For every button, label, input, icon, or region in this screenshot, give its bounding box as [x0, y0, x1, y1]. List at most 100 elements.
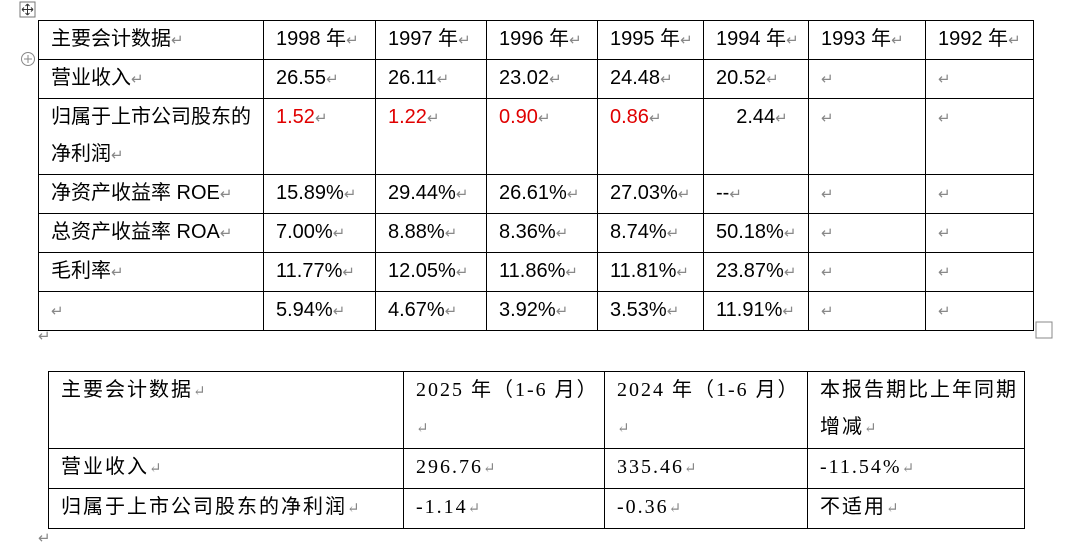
paragraph-mark [775, 106, 788, 128]
cell-text: 11.81% [610, 260, 677, 282]
table-cell [38, 291, 264, 331]
paragraph-mark [51, 299, 64, 321]
paragraph-mark [669, 496, 682, 518]
table-cell: 26.11 [375, 59, 487, 99]
paragraph-mark [427, 106, 440, 128]
cell-text: 11.77% [276, 260, 343, 282]
cell-text: 11.91% [716, 299, 783, 321]
paragraph-mark [347, 496, 360, 518]
table-resize-handle[interactable] [1035, 321, 1053, 339]
table-cell: 11.91% [703, 291, 809, 331]
table-cell [808, 59, 926, 99]
header-cell: 本报告期比上年同期增减 [807, 371, 1025, 449]
paragraph-mark [567, 182, 580, 204]
paragraph-mark [938, 106, 951, 128]
table-move-handle[interactable] [19, 1, 37, 19]
cell-text: 主要会计数据 [61, 379, 193, 401]
table-row: 5.94% 4.67% 3.92% 3.53% 11.91% [38, 291, 1034, 331]
table-cell [925, 98, 1034, 175]
cell-text: 26.61% [499, 182, 567, 204]
paragraph-mark [678, 182, 691, 204]
table-cell: 20.52 [703, 59, 809, 99]
cell-text: -0.36 [617, 496, 669, 518]
cell-text: 50.18% [716, 221, 784, 243]
paragraph-mark [667, 299, 680, 321]
paragraph-mark [171, 28, 184, 50]
table-cell: 1.52 [263, 98, 376, 175]
row-insert-handle[interactable] [20, 51, 36, 67]
cell-text: 主要会计数据 [51, 28, 171, 50]
paragraph-mark [445, 221, 458, 243]
table-cell: 296.76 [403, 448, 605, 489]
cell-text: 0.90 [499, 106, 538, 128]
table-cell: 29.44% [375, 174, 487, 214]
table-cell: -1.14 [403, 488, 605, 529]
cell-text: 4.67% [388, 299, 445, 321]
table-cell: 335.46 [604, 448, 808, 489]
paragraph-mark [784, 260, 797, 282]
table-cell [925, 174, 1034, 214]
header-cell: 主要会计数据 [48, 371, 404, 449]
header-cell: 2025 年（1-6 月） [403, 371, 605, 449]
cell-text: -1.14 [416, 496, 468, 518]
cell-text: 296.76 [416, 456, 483, 478]
table-cell [808, 213, 926, 253]
table-row: 营业收入 296.76 335.46 -11.54% [48, 448, 1025, 489]
table-cell: 毛利率 [38, 252, 264, 292]
cell-text: 营业收入 [61, 456, 149, 478]
cell-text: 2025 年（1-6 月） [416, 379, 599, 401]
paragraph-mark [416, 416, 429, 438]
table-cell: 5.94% [263, 291, 376, 331]
cell-text: 1998 年 [276, 28, 347, 50]
table-cell: 净资产收益率 ROE [38, 174, 264, 214]
header-cell: 2024 年（1-6 月） [604, 371, 808, 449]
table-cell: 1.22 [375, 98, 487, 175]
table-cell: 营业收入 [48, 448, 404, 489]
cell-text: 净资产收益率 ROE [51, 182, 220, 204]
paragraph-mark [556, 299, 569, 321]
cell-text: 归属于上市公司股东的净利润 [51, 106, 251, 165]
paragraph-mark [938, 260, 951, 282]
cell-text: 1996 年 [499, 28, 570, 50]
paragraph-mark [549, 67, 562, 89]
paragraph-mark [676, 260, 689, 282]
cell-text: -11.54% [820, 456, 902, 478]
table-cell [808, 174, 926, 214]
cell-text: 12.05% [388, 260, 456, 282]
paragraph-mark [38, 529, 51, 548]
table-cell [808, 252, 926, 292]
cell-text: 3.53% [610, 299, 667, 321]
cell-text: 15.89% [276, 182, 344, 204]
cell-text: 8.88% [388, 221, 445, 243]
table-cell: 8.36% [486, 213, 598, 253]
table-cell: 2.44 [703, 98, 809, 175]
cell-text: 8.36% [499, 221, 556, 243]
header-cell: 1996 年 [486, 20, 598, 60]
paragraph-mark [886, 496, 899, 518]
header-cell: 1998 年 [263, 20, 376, 60]
paragraph-mark [456, 260, 469, 282]
table-cell: 11.81% [597, 252, 704, 292]
table-row: 主要会计数据 1998 年 1997 年 1996 年 1995 年 1994 年 1993… [38, 20, 1034, 60]
paragraph-mark [766, 67, 779, 89]
paragraph-mark [821, 106, 834, 128]
table-cell: 12.05% [375, 252, 487, 292]
cell-text: 24.48 [610, 67, 661, 89]
paragraph-mark [131, 67, 144, 89]
paragraph-mark [821, 260, 834, 282]
paragraph-mark [864, 416, 877, 438]
table-cell [925, 213, 1034, 253]
paragraph-mark [821, 299, 834, 321]
cell-text: 23.02 [499, 67, 550, 89]
cell-text: 1.52 [276, 106, 315, 128]
paragraph-mark [891, 28, 904, 50]
paragraph-mark [649, 106, 662, 128]
table-cell: 8.88% [375, 213, 487, 253]
cell-text: 3.92% [499, 299, 556, 321]
table-cell: 营业收入 [38, 59, 264, 99]
table-cell: 50.18% [703, 213, 809, 253]
paragraph-mark [346, 28, 359, 50]
paragraph-mark [456, 182, 469, 204]
cell-text: 2.44 [736, 106, 776, 128]
